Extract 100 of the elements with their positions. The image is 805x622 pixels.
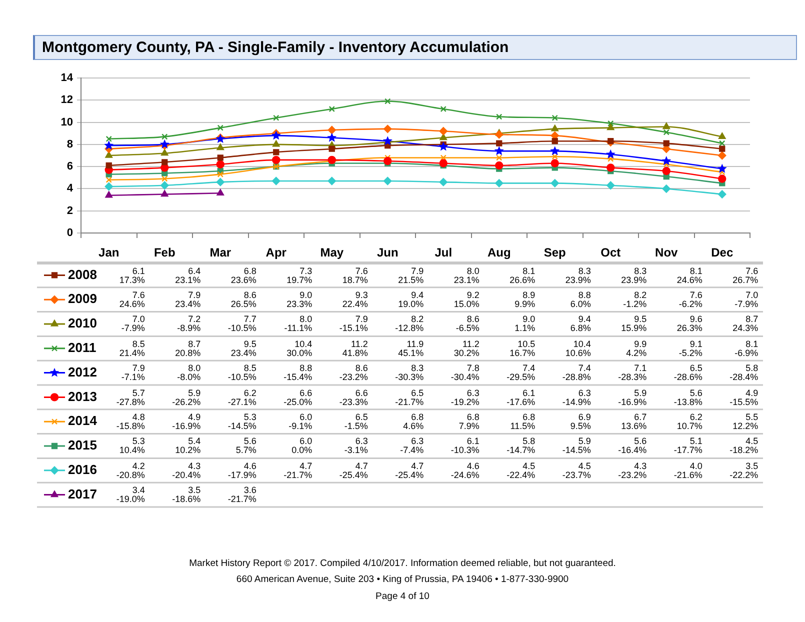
data-label: 4.9 -15.5% [728, 388, 758, 406]
data-label: 7.6 26.7% [732, 266, 758, 284]
data-label: 8.0 23.1% [452, 266, 480, 284]
data-label: 8.5 -10.5% [226, 363, 256, 382]
data-label: 7.3 19.7% [286, 266, 312, 284]
data-label: 7.4 -29.5% [506, 363, 536, 382]
data-label: 9.4 19.0% [397, 290, 424, 309]
data-label: 4.7 -25.4% [338, 460, 368, 480]
data-label: 6.8 11.5% [509, 412, 536, 431]
x-tick-label: Jun [376, 246, 398, 260]
data-label: 7.6 -6.2% [678, 290, 702, 309]
legend-label: 2008 [68, 266, 97, 282]
data-label: 8.3 23.9% [620, 266, 647, 284]
y-tick-label: 8 [66, 138, 73, 150]
data-label: 4.6 -17.9% [226, 460, 256, 480]
data-label: 4.5 -23.7% [561, 460, 591, 480]
data-label: 6.3 -19.2% [450, 388, 480, 406]
data-label: 4.7 -21.7% [282, 460, 312, 480]
data-label: 5.6 5.7% [234, 436, 256, 456]
data-label: 9.0 1.1% [514, 314, 536, 334]
data-label: 7.9 21.5% [397, 266, 424, 284]
data-label: 4.7 -25.4% [394, 460, 424, 480]
data-label: 7.2 -8.9% [176, 314, 201, 334]
x-tick-label: Aug [487, 246, 511, 260]
data-label: 8.8 -15.4% [282, 363, 312, 382]
data-label: 8.2 -1.2% [622, 290, 647, 309]
data-label: 5.8 -14.7% [506, 436, 536, 456]
legend-label: 2012 [68, 364, 97, 380]
x-tick-label: Nov [655, 246, 678, 260]
data-label: 4.2 -20.8% [116, 460, 145, 480]
data-label: 10.4 30.0% [286, 338, 312, 358]
data-label: 7.9 -15.1% [338, 314, 368, 334]
data-label: 3.5 -22.2% [728, 460, 758, 480]
data-label: 4.9 -16.9% [171, 412, 201, 431]
data-label: 7.0 -7.9% [121, 314, 145, 334]
data-label: 4.3 -23.2% [617, 460, 647, 480]
data-label: 5.1 -17.7% [672, 436, 702, 456]
data-label: 5.4 10.2% [174, 436, 201, 456]
data-label: 9.9 4.2% [625, 338, 647, 358]
data-label: 8.6 -6.5% [454, 314, 480, 334]
data-label: 7.9 23.4% [174, 290, 201, 309]
legend-label: 2016 [68, 462, 97, 477]
data-label: 10.4 10.6% [564, 338, 591, 358]
data-label: 8.7 20.8% [174, 338, 201, 358]
legend-label: 2010 [68, 316, 97, 331]
data-label: 6.2 -27.1% [226, 388, 256, 406]
x-tick-label: Apr [266, 246, 287, 260]
y-tick-label: 12 [60, 94, 73, 106]
data-label: 6.2 10.7% [676, 412, 702, 431]
data-label: 7.1 -28.3% [617, 363, 647, 382]
data-label: 8.5 21.4% [118, 338, 145, 358]
data-label: 5.3 10.4% [119, 436, 145, 456]
data-label: 8.9 9.9% [514, 290, 536, 309]
data-label: 8.6 -23.2% [338, 363, 368, 382]
x-tick-label: May [320, 246, 344, 260]
data-label: 9.5 23.4% [230, 338, 256, 358]
data-label: 6.3 -7.4% [399, 436, 424, 456]
data-label: 6.8 7.9% [458, 412, 480, 431]
data-label: 6.9 9.5% [569, 412, 591, 431]
data-label: 8.8 6.0% [569, 290, 591, 309]
data-label: 11.9 45.1% [397, 338, 424, 358]
x-tick-label: Feb [154, 246, 176, 260]
data-label: 4.6 -24.6% [450, 460, 480, 480]
legend-label: 2014 [68, 413, 98, 428]
data-label: 7.9 -7.1% [121, 363, 145, 382]
x-tick-label: Jul [434, 246, 452, 260]
data-label: 6.5 -28.6% [672, 363, 702, 382]
data-label: 6.3 -14.9% [561, 388, 591, 406]
data-label: 7.4 -28.8% [561, 363, 591, 382]
y-tick-label: 0 [66, 227, 73, 240]
data-label: 9.1 -5.2% [678, 338, 702, 358]
data-label: 5.7 -27.8% [116, 388, 145, 406]
chart-title: Montgomery County, PA - Single-Family - Inventory Accumulation [33, 35, 797, 60]
x-tick-label: Oct [600, 246, 621, 260]
y-tick-label: 6 [66, 160, 73, 173]
data-label: 5.9 -26.2% [171, 388, 201, 406]
data-label: 4.8 -15.8% [116, 412, 145, 431]
legend-label: 2009 [68, 291, 97, 306]
data-label: 5.9 -14.5% [561, 436, 591, 456]
data-label: 8.1 24.6% [676, 266, 702, 284]
data-label: 5.6 -16.4% [617, 436, 647, 456]
data-label: 7.6 18.7% [341, 266, 368, 284]
data-label: 7.7 -10.5% [226, 314, 256, 334]
data-label: 6.1 -10.3% [450, 436, 480, 456]
data-label: 7.0 -7.9% [734, 290, 758, 309]
data-label: 9.5 15.9% [620, 314, 647, 334]
data-label: 4.5 -22.4% [506, 460, 536, 480]
data-label: 8.7 24.3% [732, 314, 758, 334]
x-tick-label: Dec [711, 246, 734, 260]
data-label: 5.9 -16.9% [617, 388, 647, 406]
data-label: 5.6 -13.8% [672, 388, 702, 406]
data-label: 6.0 -9.1% [288, 412, 312, 431]
data-label: 4.0 -21.6% [672, 460, 702, 480]
data-label: 6.8 23.6% [230, 266, 256, 284]
data-label: 6.1 17.3% [119, 266, 145, 284]
y-tick-label: 10 [60, 116, 73, 128]
y-tick-label: 4 [66, 182, 74, 195]
x-tick-label: Mar [210, 246, 232, 260]
legend-label: 2011 [68, 340, 96, 355]
data-label: 6.6 -25.0% [282, 388, 312, 406]
